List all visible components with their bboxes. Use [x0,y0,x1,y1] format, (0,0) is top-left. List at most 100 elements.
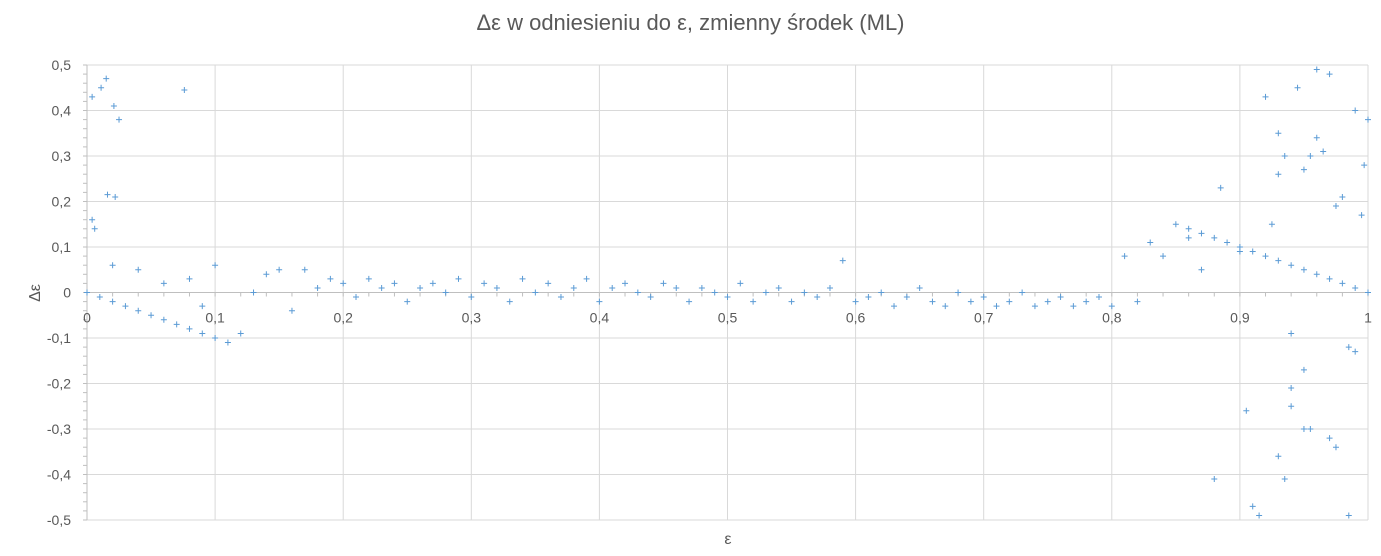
data-point [199,303,206,310]
x-tick-label: 0,1 [205,310,225,326]
data-point [1160,253,1167,260]
data-point [762,289,769,296]
data-point [878,289,885,296]
x-tick-label: 0,4 [590,310,610,326]
data-point [1256,512,1263,519]
x-tick-label: 0,2 [333,310,353,326]
x-tick-label: 0 [83,310,91,326]
data-point [391,280,398,287]
y-tick-label: -0,2 [47,376,71,392]
data-point [545,280,552,287]
data-point [365,275,372,282]
data-point [903,294,910,301]
x-tick-label: 1 [1364,310,1372,326]
data-point [109,298,116,305]
data-point [788,298,795,305]
data-point [1288,330,1295,337]
data-point [96,294,103,301]
data-point [212,262,219,269]
data-point [1313,66,1320,73]
data-point [1294,84,1301,91]
y-tick-label: -0,5 [47,512,71,528]
data-point [737,280,744,287]
data-point [1275,171,1282,178]
data-point [826,284,833,291]
y-tick-label: 0,2 [52,194,72,210]
data-point [481,280,488,287]
data-point [353,294,360,301]
data-point [724,294,731,301]
data-point [775,284,782,291]
data-point [468,294,475,301]
data-point [1070,303,1077,310]
data-point [1300,266,1307,273]
data-point [103,75,110,82]
data-point [1224,239,1231,246]
data-point [109,262,116,269]
data-point [288,307,295,314]
data-point [1243,407,1250,414]
data-point [276,266,283,273]
data-point [1211,234,1218,241]
data-point [916,284,923,291]
y-tick-label: 0,1 [52,239,72,255]
data-point [814,294,821,301]
data-point [98,84,105,91]
data-point [942,303,949,310]
data-point [750,298,757,305]
data-point [647,294,654,301]
y-tick-labels: 0,5 0,4 0,3 0,2 0,1 0 -0,1 -0,2 -0,3 -0,4 -0,5 [47,57,71,528]
y-tick-label: 0,4 [52,103,72,119]
data-point [160,316,167,323]
data-point [1281,153,1288,159]
data-point [417,284,424,291]
x-tick-label: 0,8 [1102,310,1122,326]
x-tick-label: 0,6 [846,310,866,326]
data-point [122,303,129,310]
data-point [493,284,500,291]
y-tick-label: 0,3 [52,148,72,164]
data-point [1300,166,1307,173]
data-point [160,280,167,287]
data-point [1365,116,1371,123]
data-point [442,289,449,296]
data-point [429,280,436,287]
data-point [135,266,142,273]
data-point [89,93,96,100]
data-point [1172,221,1179,228]
data-point [698,284,705,291]
data-point [1275,257,1282,264]
data-point [955,289,962,296]
data-point [506,298,513,305]
y-tick-label: -0,3 [47,421,71,437]
data-point [711,289,718,296]
data-point [84,289,90,296]
data-point [1198,266,1205,273]
data-point [993,303,1000,310]
data-point [340,280,347,287]
data-point [980,294,987,301]
data-point [570,284,577,291]
data-point [673,284,680,291]
data-point [557,294,564,301]
data-point [1345,512,1352,519]
y-tick-label: 0 [63,285,71,301]
data-point [404,298,411,305]
data-point [112,193,119,200]
data-point [301,266,308,273]
data-point [314,284,321,291]
data-point [1332,203,1339,210]
x-tick-labels: 0 0,1 0,2 0,3 0,4 0,5 0,6 0,7 0,8 0,9 1 [83,310,1372,326]
data-point [622,280,629,287]
data-point [224,339,231,346]
data-point [378,284,385,291]
data-point [801,289,808,296]
data-point [1121,253,1128,260]
data-point [1249,248,1256,255]
data-point [1361,162,1368,169]
data-point [1268,221,1275,228]
data-point [148,312,155,319]
data-point [237,330,244,337]
data-point [891,303,898,310]
